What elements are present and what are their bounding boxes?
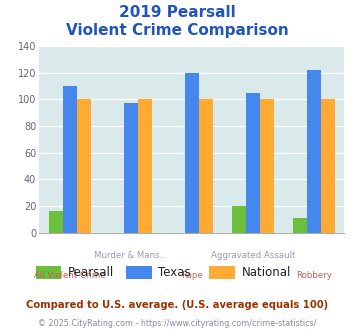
Bar <box>185 73 199 233</box>
Text: All Violent Crime: All Violent Crime <box>34 271 105 280</box>
Bar <box>293 218 307 233</box>
Bar <box>321 99 335 233</box>
Bar <box>246 93 260 233</box>
Text: Aggravated Assault: Aggravated Assault <box>211 251 295 260</box>
Text: Texas: Texas <box>158 266 191 279</box>
Bar <box>199 99 213 233</box>
Bar <box>77 99 91 233</box>
Text: Murder & Mans...: Murder & Mans... <box>94 251 168 260</box>
Text: Rape: Rape <box>181 271 203 280</box>
Text: Compared to U.S. average. (U.S. average equals 100): Compared to U.S. average. (U.S. average … <box>26 300 329 310</box>
Text: 2019 Pearsall: 2019 Pearsall <box>119 5 236 20</box>
Bar <box>124 104 138 233</box>
Text: Pearsall: Pearsall <box>67 266 114 279</box>
Text: © 2025 CityRating.com - https://www.cityrating.com/crime-statistics/: © 2025 CityRating.com - https://www.city… <box>38 319 317 328</box>
Bar <box>307 70 321 233</box>
Text: Robbery: Robbery <box>296 271 332 280</box>
Bar <box>62 86 77 233</box>
Bar <box>232 206 246 233</box>
Bar <box>138 99 152 233</box>
Bar <box>49 211 62 233</box>
Bar <box>260 99 274 233</box>
Text: National: National <box>241 266 291 279</box>
Text: Violent Crime Comparison: Violent Crime Comparison <box>66 23 289 38</box>
